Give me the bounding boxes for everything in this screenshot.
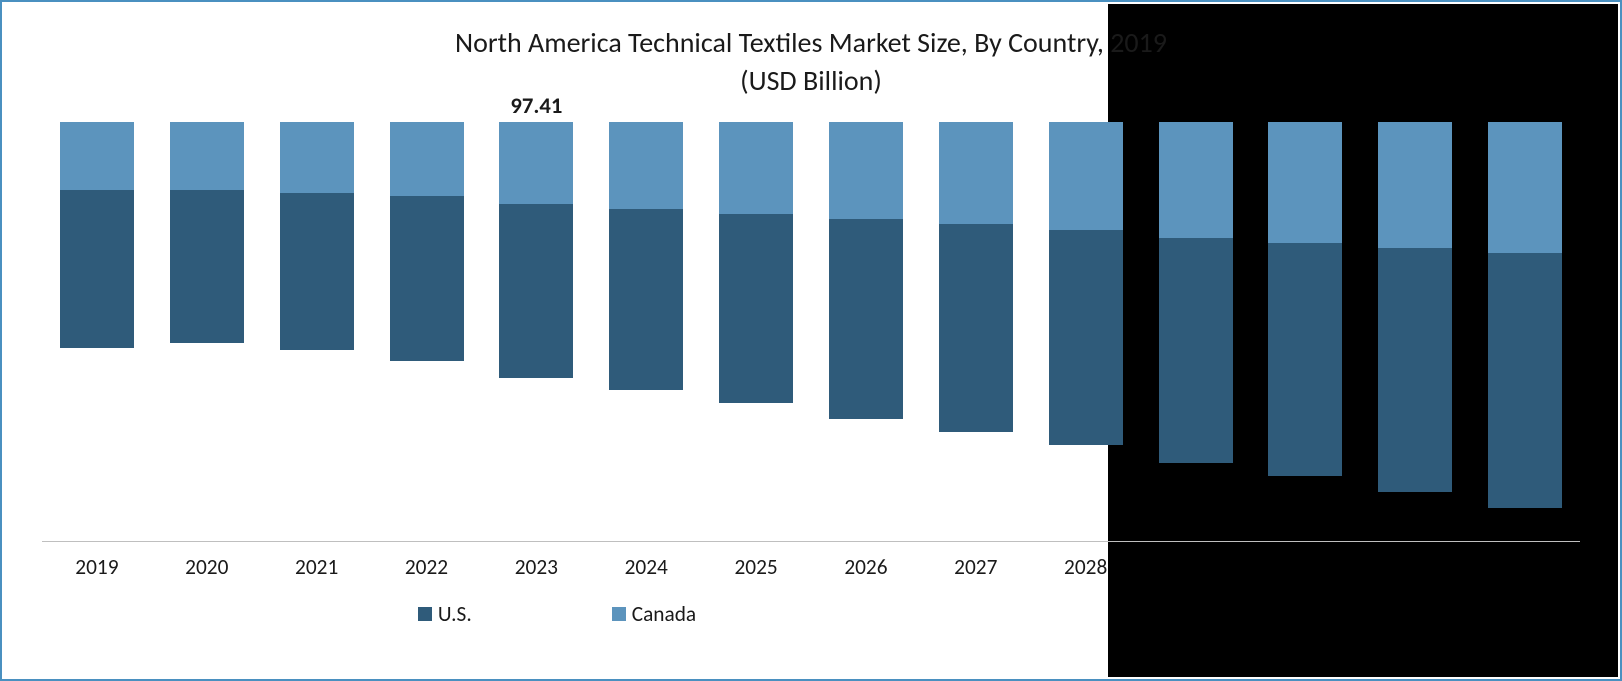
bar-segment-canada xyxy=(1159,122,1233,238)
plot-area: 201920202021202297.412023202420252026202… xyxy=(42,122,1580,542)
bar-segment-canada xyxy=(1378,122,1452,248)
bar-stack xyxy=(1488,122,1562,508)
chart-title: North America Technical Textiles Market … xyxy=(2,24,1620,100)
bars-group: 201920202021202297.412023202420252026202… xyxy=(42,122,1580,542)
x-axis-label: 2028 xyxy=(1031,554,1141,580)
bar-segment-us xyxy=(609,209,683,390)
bar-stack: 97.41 xyxy=(499,122,573,378)
bar-segment-canada xyxy=(1268,122,1342,243)
bar-stack xyxy=(609,122,683,390)
bar-slot: 2029 xyxy=(1141,122,1251,542)
bar-segment-canada xyxy=(170,122,244,190)
bar-slot: 2026 xyxy=(811,122,921,542)
chart-title-line2: (USD Billion) xyxy=(2,62,1620,100)
bar-segment-us xyxy=(1049,230,1123,445)
legend-label-us: U.S. xyxy=(438,601,472,627)
x-axis-label: 2025 xyxy=(701,554,811,580)
legend-swatch-us xyxy=(418,607,432,621)
bar-stack xyxy=(1268,122,1342,476)
bar-segment-canada xyxy=(829,122,903,219)
bar-segment-canada xyxy=(609,122,683,209)
bar-segment-canada xyxy=(1488,122,1562,253)
bar-segment-canada xyxy=(390,122,464,196)
bar-slot: 2027 xyxy=(921,122,1031,542)
bar-stack xyxy=(829,122,903,419)
bar-segment-canada xyxy=(60,122,134,190)
bar-slot: 2032 xyxy=(1470,122,1580,542)
x-axis-label: 2019 xyxy=(42,554,152,580)
bar-slot: 2019 xyxy=(42,122,152,542)
bar-slot: 2031 xyxy=(1360,122,1470,542)
bar-segment-us xyxy=(170,190,244,342)
x-axis-label: 2020 xyxy=(152,554,262,580)
x-axis-label: 2027 xyxy=(921,554,1031,580)
bar-value-label: 97.41 xyxy=(510,92,562,120)
legend-swatch-canada xyxy=(612,607,626,621)
bar-stack xyxy=(60,122,134,348)
bar-segment-us xyxy=(1268,243,1342,477)
bar-segment-us xyxy=(60,190,134,348)
x-axis-label: 2022 xyxy=(372,554,482,580)
bar-segment-us xyxy=(499,204,573,377)
bar-slot: 2028 xyxy=(1031,122,1141,542)
bar-stack xyxy=(1378,122,1452,492)
bar-segment-us xyxy=(1378,248,1452,492)
bar-stack xyxy=(280,122,354,350)
bar-segment-canada xyxy=(719,122,793,214)
bar-segment-canada xyxy=(1049,122,1123,230)
bar-stack xyxy=(390,122,464,361)
bar-slot: 2024 xyxy=(591,122,701,542)
bar-segment-us xyxy=(719,214,793,403)
bar-slot: 2025 xyxy=(701,122,811,542)
bar-stack xyxy=(1159,122,1233,463)
x-axis-label: 2021 xyxy=(262,554,372,580)
bar-slot: 2022 xyxy=(372,122,482,542)
bar-slot: 2021 xyxy=(262,122,372,542)
legend: U.S. Canada xyxy=(2,601,1112,627)
x-axis-label: 2026 xyxy=(811,554,921,580)
chart-container: North America Technical Textiles Market … xyxy=(0,0,1622,681)
legend-item-canada: Canada xyxy=(612,601,696,627)
bar-stack xyxy=(1049,122,1123,445)
x-axis-label: 2023 xyxy=(481,554,591,580)
bar-segment-canada xyxy=(939,122,1013,224)
bar-slot: 2020 xyxy=(152,122,262,542)
bar-segment-us xyxy=(280,193,354,351)
bar-slot: 97.412023 xyxy=(481,122,591,542)
bar-stack xyxy=(170,122,244,343)
bar-segment-us xyxy=(1159,238,1233,464)
x-axis-line xyxy=(42,541,1580,542)
legend-item-us: U.S. xyxy=(418,601,472,627)
x-axis-label: 2024 xyxy=(591,554,701,580)
bar-segment-us xyxy=(1488,253,1562,508)
bar-segment-canada xyxy=(499,122,573,204)
bar-stack xyxy=(939,122,1013,432)
bar-segment-us xyxy=(829,219,903,419)
bar-segment-canada xyxy=(280,122,354,193)
legend-label-canada: Canada xyxy=(632,601,696,627)
bar-segment-us xyxy=(939,224,1013,431)
bar-slot: 2030 xyxy=(1250,122,1360,542)
bar-segment-us xyxy=(390,196,464,361)
bar-stack xyxy=(719,122,793,403)
chart-title-line1: North America Technical Textiles Market … xyxy=(2,24,1620,62)
